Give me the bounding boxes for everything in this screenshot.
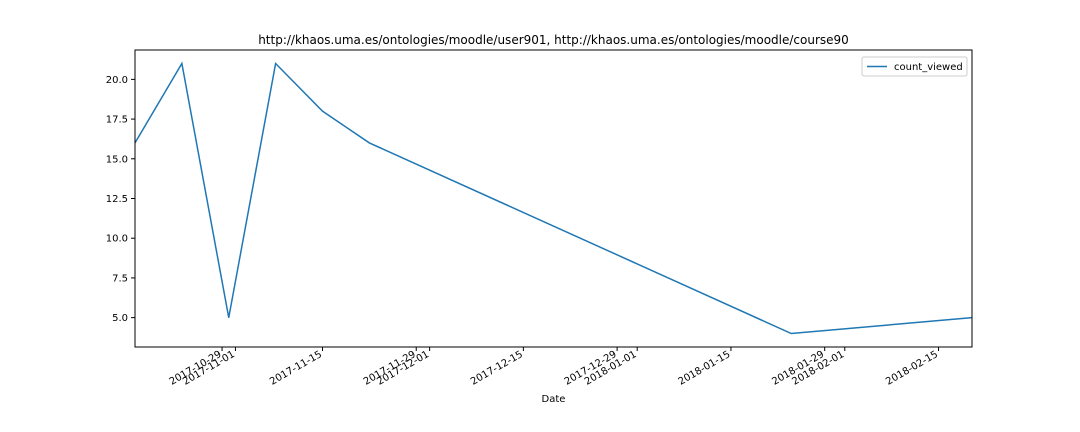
y-tick-label: 5.0 xyxy=(112,313,128,324)
y-tick-label: 15.0 xyxy=(106,154,128,165)
x-axis-label: Date xyxy=(542,394,566,405)
legend: count_viewed xyxy=(861,56,968,77)
chart-title: http://khaos.uma.es/ontologies/moodle/us… xyxy=(258,33,849,47)
y-tick-label: 20.0 xyxy=(106,75,128,86)
data-point xyxy=(321,110,323,112)
legend-label-count-viewed: count_viewed xyxy=(894,62,963,73)
y-tick-label: 7.5 xyxy=(112,273,128,284)
y-tick-label: 17.5 xyxy=(106,115,128,126)
plot-area xyxy=(135,50,972,347)
plot-background xyxy=(135,50,972,347)
data-point xyxy=(275,63,277,64)
data-point xyxy=(368,142,370,144)
data-point xyxy=(790,333,792,334)
series-line-count-viewed xyxy=(134,61,973,335)
y-tick-label: 10.0 xyxy=(106,234,128,245)
legend-box xyxy=(861,56,968,77)
data-point xyxy=(228,317,230,319)
y-axis: 5.0 7.5 10.0 12.5 15.0 17.5 20.0 xyxy=(106,75,135,324)
y-tick-label: 12.5 xyxy=(106,194,128,205)
plot-frame xyxy=(134,49,973,348)
data-point xyxy=(181,63,183,64)
